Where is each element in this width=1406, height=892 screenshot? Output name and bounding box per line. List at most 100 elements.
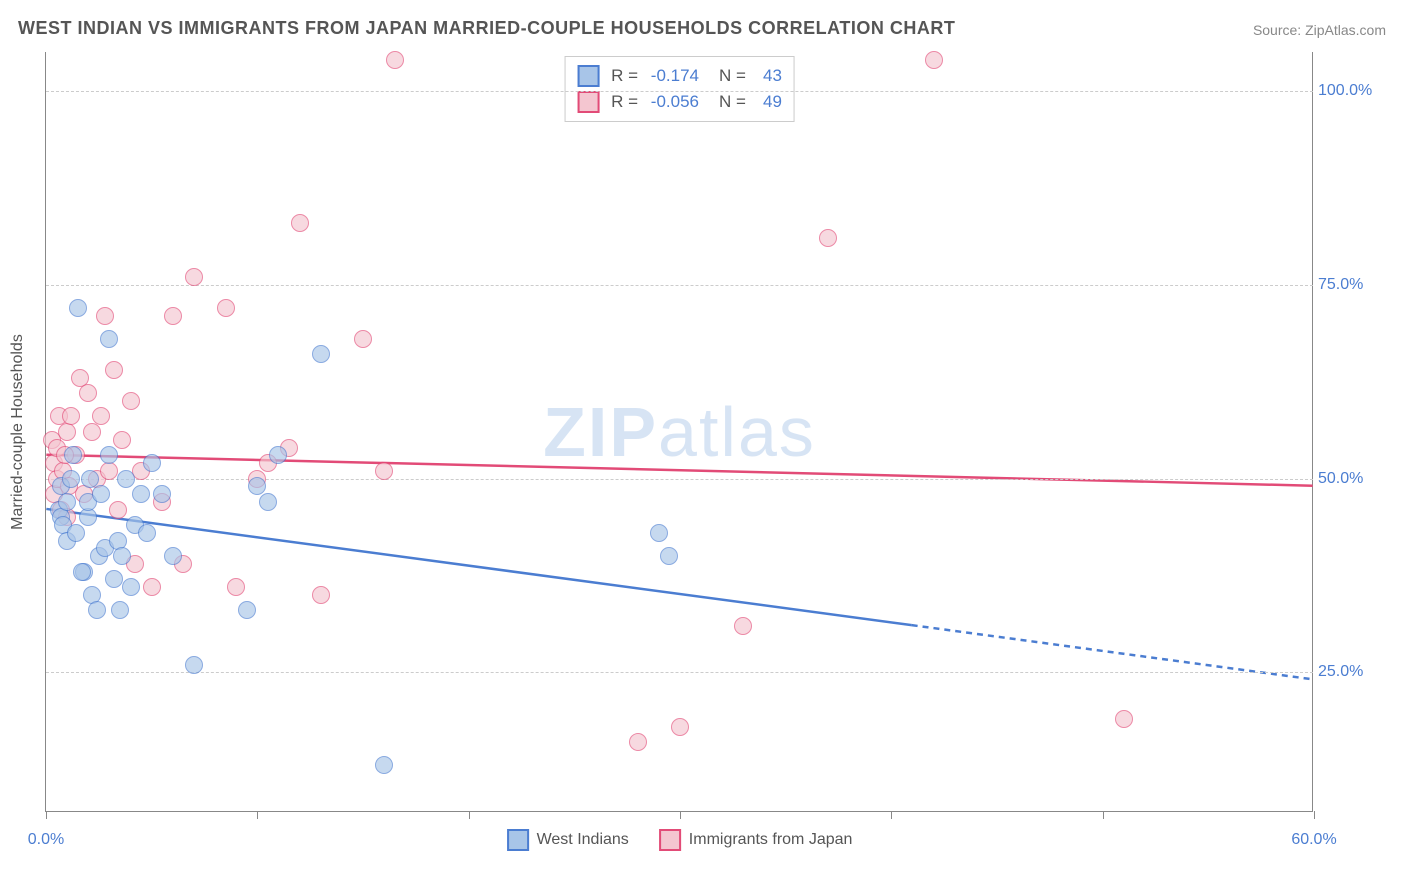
legend-r-value-2: -0.056	[644, 92, 699, 112]
scatter-point-pink	[105, 361, 123, 379]
y-axis-label: Married-couple Households	[9, 334, 27, 530]
bottom-swatch-blue	[507, 829, 529, 851]
y-tick-label: 75.0%	[1318, 276, 1388, 294]
gridline	[46, 285, 1313, 286]
scatter-point-blue	[67, 524, 85, 542]
watermark-bold: ZIP	[543, 393, 658, 471]
scatter-point-blue	[100, 446, 118, 464]
scatter-point-pink	[62, 407, 80, 425]
bottom-legend-label-1: West Indians	[537, 831, 629, 849]
legend-r-label-2: R =	[611, 92, 638, 112]
scatter-point-pink	[291, 214, 309, 232]
scatter-point-pink	[92, 407, 110, 425]
y-tick-label: 100.0%	[1318, 82, 1388, 100]
scatter-point-pink	[375, 462, 393, 480]
scatter-point-blue	[62, 470, 80, 488]
scatter-point-blue	[138, 524, 156, 542]
legend-r-label-1: R =	[611, 66, 638, 86]
scatter-point-pink	[83, 423, 101, 441]
scatter-point-blue	[238, 601, 256, 619]
x-tick	[257, 811, 258, 819]
scatter-point-blue	[375, 756, 393, 774]
x-tick	[891, 811, 892, 819]
scatter-point-pink	[185, 268, 203, 286]
scatter-point-blue	[312, 345, 330, 363]
scatter-point-blue	[650, 524, 668, 542]
x-tick	[1103, 811, 1104, 819]
chart-container: WEST INDIAN VS IMMIGRANTS FROM JAPAN MAR…	[0, 0, 1406, 892]
x-tick	[469, 811, 470, 819]
legend-r-value-1: -0.174	[644, 66, 699, 86]
legend-swatch-pink	[577, 91, 599, 113]
scatter-point-pink	[227, 578, 245, 596]
scatter-point-blue	[259, 493, 277, 511]
scatter-point-pink	[122, 392, 140, 410]
scatter-point-pink	[925, 51, 943, 69]
scatter-point-blue	[69, 299, 87, 317]
scatter-point-pink	[217, 299, 235, 317]
legend-n-label-1: N =	[719, 66, 746, 86]
scatter-point-blue	[58, 493, 76, 511]
scatter-point-blue	[185, 656, 203, 674]
scatter-point-pink	[671, 718, 689, 736]
gridline	[46, 479, 1313, 480]
bottom-legend-label-2: Immigrants from Japan	[689, 831, 853, 849]
watermark: ZIPatlas	[543, 392, 816, 472]
scatter-point-blue	[92, 485, 110, 503]
x-tick-label: 60.0%	[1291, 831, 1336, 849]
bottom-legend-item-2: Immigrants from Japan	[659, 829, 853, 851]
bottom-legend: West Indians Immigrants from Japan	[507, 829, 853, 851]
scatter-point-blue	[105, 570, 123, 588]
scatter-point-pink	[58, 423, 76, 441]
scatter-point-pink	[312, 586, 330, 604]
scatter-point-blue	[269, 446, 287, 464]
scatter-point-blue	[153, 485, 171, 503]
scatter-point-blue	[117, 470, 135, 488]
y-tick-label: 50.0%	[1318, 470, 1388, 488]
legend-swatch-blue	[577, 65, 599, 87]
scatter-point-pink	[386, 51, 404, 69]
scatter-point-blue	[164, 547, 182, 565]
legend-row-1: R = -0.174 N = 43	[577, 63, 782, 89]
scatter-point-blue	[143, 454, 161, 472]
scatter-point-blue	[88, 601, 106, 619]
scatter-point-blue	[660, 547, 678, 565]
x-tick-label: 0.0%	[28, 831, 64, 849]
legend-n-value-1: 43	[752, 66, 782, 86]
gridline	[46, 672, 1313, 673]
scatter-point-pink	[113, 431, 131, 449]
right-axis-line	[1312, 52, 1313, 811]
chart-title: WEST INDIAN VS IMMIGRANTS FROM JAPAN MAR…	[18, 18, 955, 39]
scatter-point-pink	[164, 307, 182, 325]
scatter-point-blue	[64, 446, 82, 464]
x-tick	[46, 811, 47, 819]
scatter-point-blue	[132, 485, 150, 503]
scatter-point-pink	[79, 384, 97, 402]
scatter-point-pink	[734, 617, 752, 635]
scatter-point-pink	[819, 229, 837, 247]
plot-area: Married-couple Households ZIPatlas R = -…	[45, 52, 1313, 812]
scatter-point-pink	[100, 462, 118, 480]
scatter-point-pink	[109, 501, 127, 519]
legend-box: R = -0.174 N = 43 R = -0.056 N = 49	[564, 56, 795, 122]
watermark-thin: atlas	[658, 393, 816, 471]
legend-n-value-2: 49	[752, 92, 782, 112]
bottom-swatch-pink	[659, 829, 681, 851]
legend-row-2: R = -0.056 N = 49	[577, 89, 782, 115]
scatter-point-blue	[111, 601, 129, 619]
scatter-point-blue	[122, 578, 140, 596]
scatter-point-blue	[73, 563, 91, 581]
scatter-point-blue	[79, 508, 97, 526]
scatter-point-blue	[81, 470, 99, 488]
x-tick	[680, 811, 681, 819]
y-tick-label: 25.0%	[1318, 663, 1388, 681]
x-tick	[1314, 811, 1315, 819]
scatter-point-blue	[113, 547, 131, 565]
legend-n-label-2: N =	[719, 92, 746, 112]
scatter-point-pink	[1115, 710, 1133, 728]
scatter-point-pink	[96, 307, 114, 325]
scatter-point-pink	[629, 733, 647, 751]
trend-lines	[46, 52, 1313, 811]
bottom-legend-item-1: West Indians	[507, 829, 629, 851]
scatter-point-blue	[100, 330, 118, 348]
